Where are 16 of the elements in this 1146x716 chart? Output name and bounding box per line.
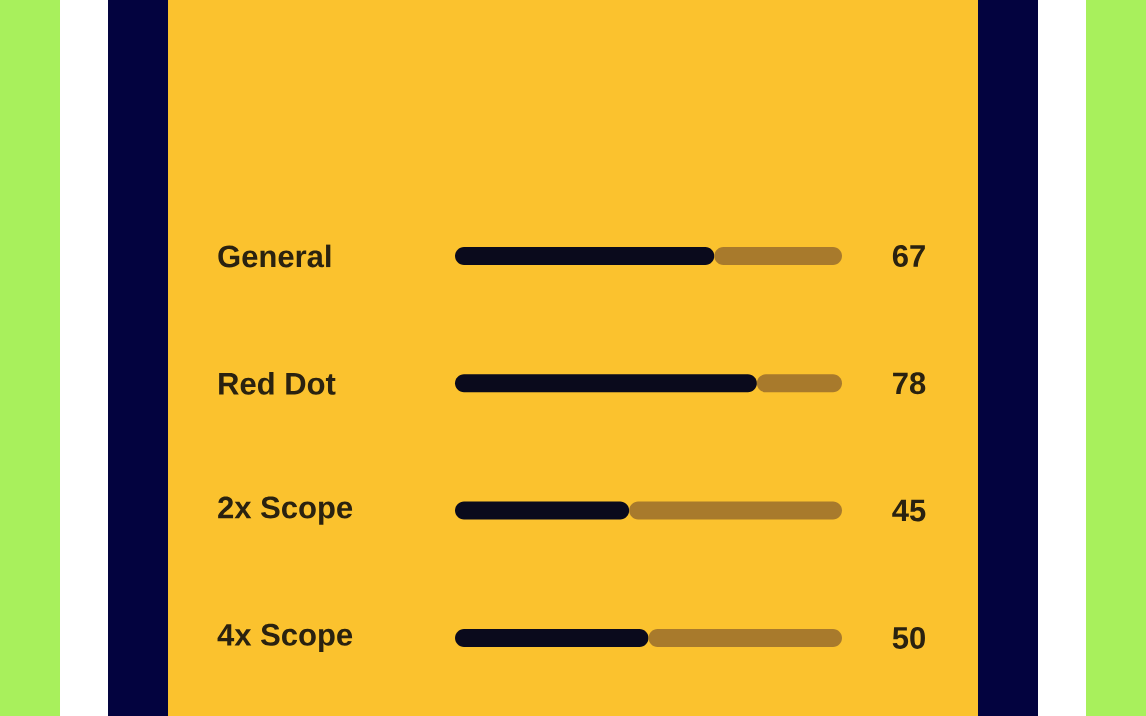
data-label: 67 (892, 245, 925, 267)
data-label: 78 (893, 372, 926, 395)
y-tick-label: General (218, 244, 331, 268)
y-tick-label: 4x Scope (217, 623, 353, 652)
bar (629, 501, 842, 520)
bar (455, 247, 715, 265)
bar (756, 374, 842, 393)
bar (455, 374, 757, 393)
bar (455, 501, 630, 520)
data-label: 50 (892, 626, 925, 649)
data-label: 45 (892, 499, 926, 522)
bar (648, 628, 842, 647)
y-tick-label: 2x Scope (218, 496, 353, 525)
bar (714, 247, 842, 265)
bar (455, 628, 649, 647)
y-tick-label: Red Dot (219, 371, 336, 395)
